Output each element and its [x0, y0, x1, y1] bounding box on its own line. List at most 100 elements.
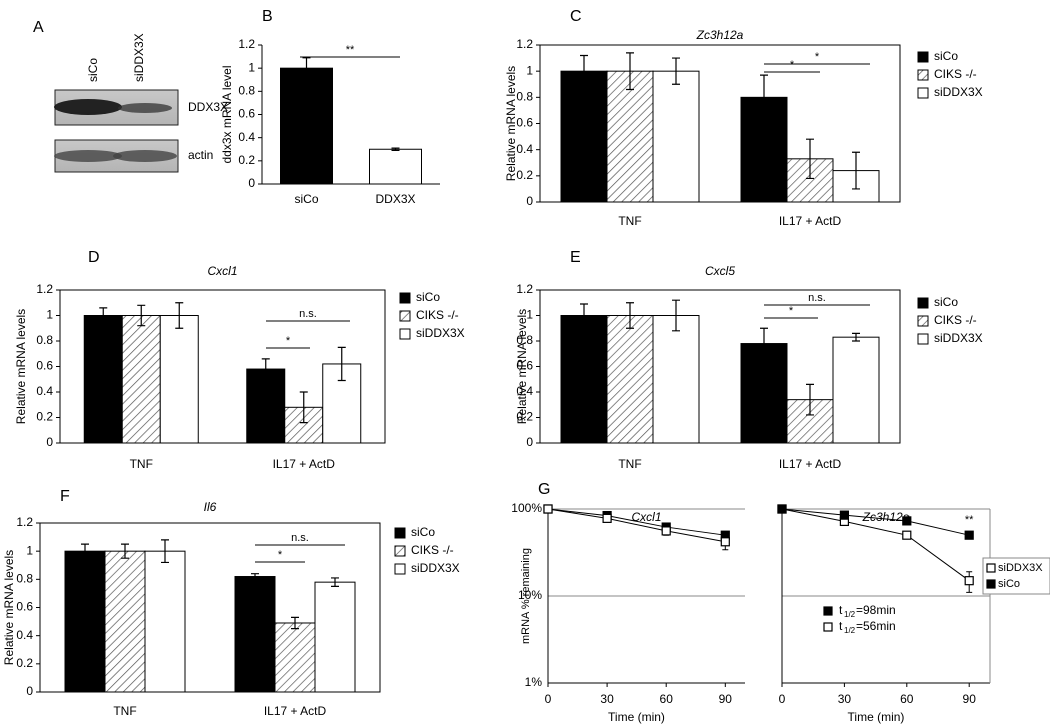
- note-text: =56min: [856, 619, 896, 633]
- y-tick-label: 1: [526, 308, 533, 322]
- x-tick-label: 0: [779, 692, 786, 706]
- legend-label: siCo: [416, 290, 440, 304]
- y-tick-label: 1.2: [516, 37, 533, 51]
- point: [543, 504, 553, 514]
- x-axis-label: Time (min): [608, 710, 665, 724]
- x-tick-label: siCo: [294, 192, 318, 206]
- y-tick-label: 0: [26, 684, 33, 698]
- legend-label: siCo: [934, 295, 958, 309]
- panel-letter: A: [33, 19, 44, 36]
- legend-swatch: [917, 69, 929, 81]
- y-tick-label: 0.8: [36, 333, 53, 347]
- bar: [606, 315, 654, 444]
- chart-title: Zc3h12a: [696, 28, 744, 42]
- error-bar: [81, 543, 89, 559]
- y-tick-label: 1.2: [516, 282, 533, 296]
- error-bar: [672, 299, 680, 332]
- error-bar: [161, 539, 169, 564]
- y-tick-label: 0.2: [516, 168, 533, 182]
- x-tick-label: 0: [545, 692, 552, 706]
- error-bar: [337, 346, 346, 382]
- note-marker: [823, 606, 833, 616]
- significance-label: *: [790, 59, 795, 71]
- significance-label: **: [965, 514, 974, 526]
- error-bar: [291, 616, 299, 630]
- y-tick-label: 0.2: [16, 656, 33, 670]
- chart-title: Cxcl1: [631, 510, 661, 524]
- y-tick-label: 0.8: [238, 84, 255, 98]
- legend-label: siCo: [934, 49, 958, 63]
- x-tick-label: 30: [838, 692, 852, 706]
- x-tick-label: IL17 + ActD: [273, 457, 336, 471]
- panel-letter: G: [538, 481, 550, 498]
- legend-swatch: [917, 87, 929, 99]
- point: [964, 576, 974, 586]
- point: [720, 537, 730, 547]
- bar: [652, 70, 700, 203]
- significance-label: **: [903, 514, 912, 526]
- y-tick-label: 10%: [518, 588, 542, 602]
- y-tick-label: 1: [46, 308, 53, 322]
- error-bar: [261, 358, 270, 380]
- significance-label: n.s.: [808, 292, 826, 304]
- chart-title: Il6: [204, 500, 217, 514]
- y-tick-label: 0: [526, 194, 533, 208]
- legend-label: CIKS -/-: [934, 67, 977, 81]
- y-tick-label: 0.4: [238, 130, 255, 144]
- y-tick-label: 1%: [525, 675, 543, 689]
- error-bar: [760, 74, 768, 121]
- bar: [560, 315, 608, 444]
- y-axis-label: Relative mRNA levels: [504, 66, 518, 181]
- error-bar: [175, 302, 184, 329]
- bar: [274, 622, 316, 693]
- y-tick-label: 0.4: [516, 384, 533, 398]
- legend-swatch: [917, 297, 929, 309]
- legend-swatch: [399, 292, 411, 304]
- lane-label: siCo: [86, 58, 100, 82]
- bar: [104, 550, 146, 693]
- error-bar: [99, 307, 108, 324]
- note-text: =98min: [856, 603, 896, 617]
- error-bar: [580, 303, 588, 328]
- point: [661, 526, 671, 536]
- legend-swatch: [917, 315, 929, 327]
- note-symbol: t: [839, 603, 843, 617]
- legend-swatch: [394, 563, 406, 575]
- plot-frame: [39, 522, 381, 693]
- error-bar: [580, 54, 588, 88]
- y-tick-label: 0.4: [516, 142, 533, 156]
- y-axis-label: Relative mRNA levels: [515, 309, 529, 424]
- series-line: [781, 508, 970, 536]
- y-tick-label: 0.4: [16, 628, 33, 642]
- legend-label: siDDX3X: [416, 326, 465, 340]
- legend-swatch: [399, 328, 411, 340]
- bar: [740, 343, 788, 444]
- y-tick-label: 1: [26, 543, 33, 557]
- error-bar: [251, 573, 259, 580]
- legend-label: CIKS -/-: [416, 308, 459, 322]
- error-bar: [806, 138, 814, 180]
- lane-label: siDDX3X: [132, 33, 146, 82]
- point: [839, 510, 850, 520]
- error-bar: [626, 302, 634, 329]
- bar: [246, 368, 286, 444]
- significance-label: n.s.: [291, 532, 309, 544]
- legend-label: CIKS -/-: [934, 313, 977, 327]
- y-tick-label: 0: [526, 435, 533, 449]
- significance-label: *: [789, 305, 794, 317]
- point: [902, 516, 912, 526]
- legend-label: siDDX3X: [998, 562, 1043, 574]
- y-tick-label: 0.8: [516, 333, 533, 347]
- bar: [369, 148, 422, 185]
- error-bar: [672, 57, 680, 85]
- point: [777, 504, 787, 514]
- plot-frame: [539, 44, 901, 203]
- panel-letter: C: [570, 8, 582, 25]
- blot-band: [54, 150, 122, 162]
- chart-title: Cxcl1: [207, 264, 237, 278]
- y-tick-label: 1: [248, 60, 255, 74]
- y-axis-label: Relative mRNA levels: [14, 309, 28, 424]
- y-tick-label: 0.6: [16, 600, 33, 614]
- point: [964, 530, 974, 540]
